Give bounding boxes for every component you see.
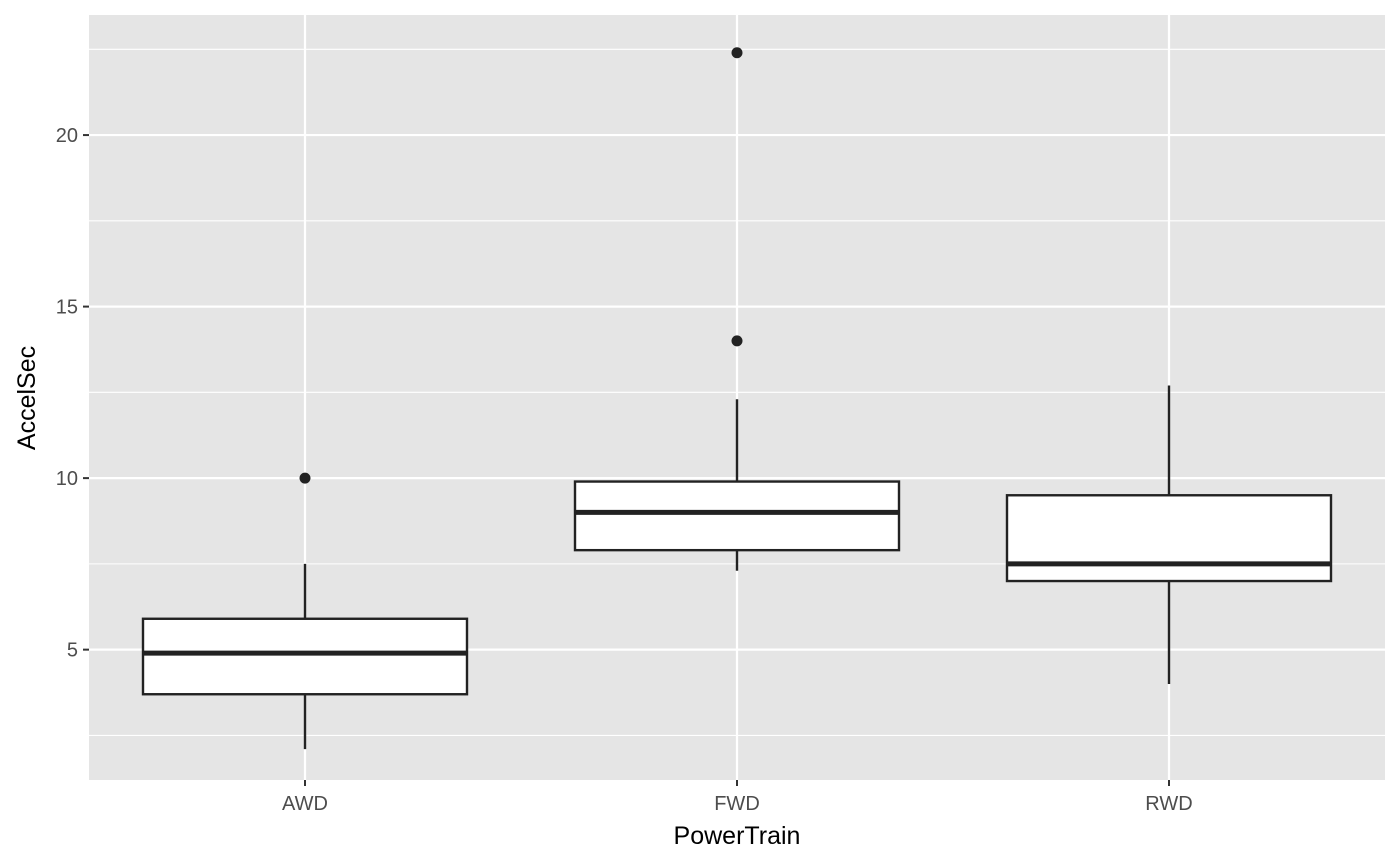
box-fwd: [573, 47, 901, 571]
boxes: [141, 47, 1333, 750]
box-iqr: [573, 480, 901, 552]
x-tick-label: RWD: [1145, 793, 1192, 815]
outlier-point: [731, 47, 743, 59]
y-tick-label: 5: [67, 640, 78, 662]
axes: 5 10 15 20 AWD FWD RWD: [56, 125, 1193, 815]
x-axis-title: PowerTrain: [674, 822, 801, 850]
box-iqr: [141, 617, 469, 696]
y-axis-title: AccelSec: [13, 346, 41, 450]
y-tick-label: 20: [56, 125, 78, 147]
y-tick-label: 15: [56, 297, 78, 319]
box-awd: [141, 472, 469, 750]
outlier-point: [731, 335, 743, 347]
y-tick-label: 10: [56, 468, 78, 490]
outlier-point: [299, 472, 311, 484]
box-iqr: [1005, 494, 1333, 583]
x-tick-label: AWD: [282, 793, 328, 815]
x-tick-label: FWD: [714, 793, 760, 815]
box-rwd: [1005, 385, 1333, 684]
